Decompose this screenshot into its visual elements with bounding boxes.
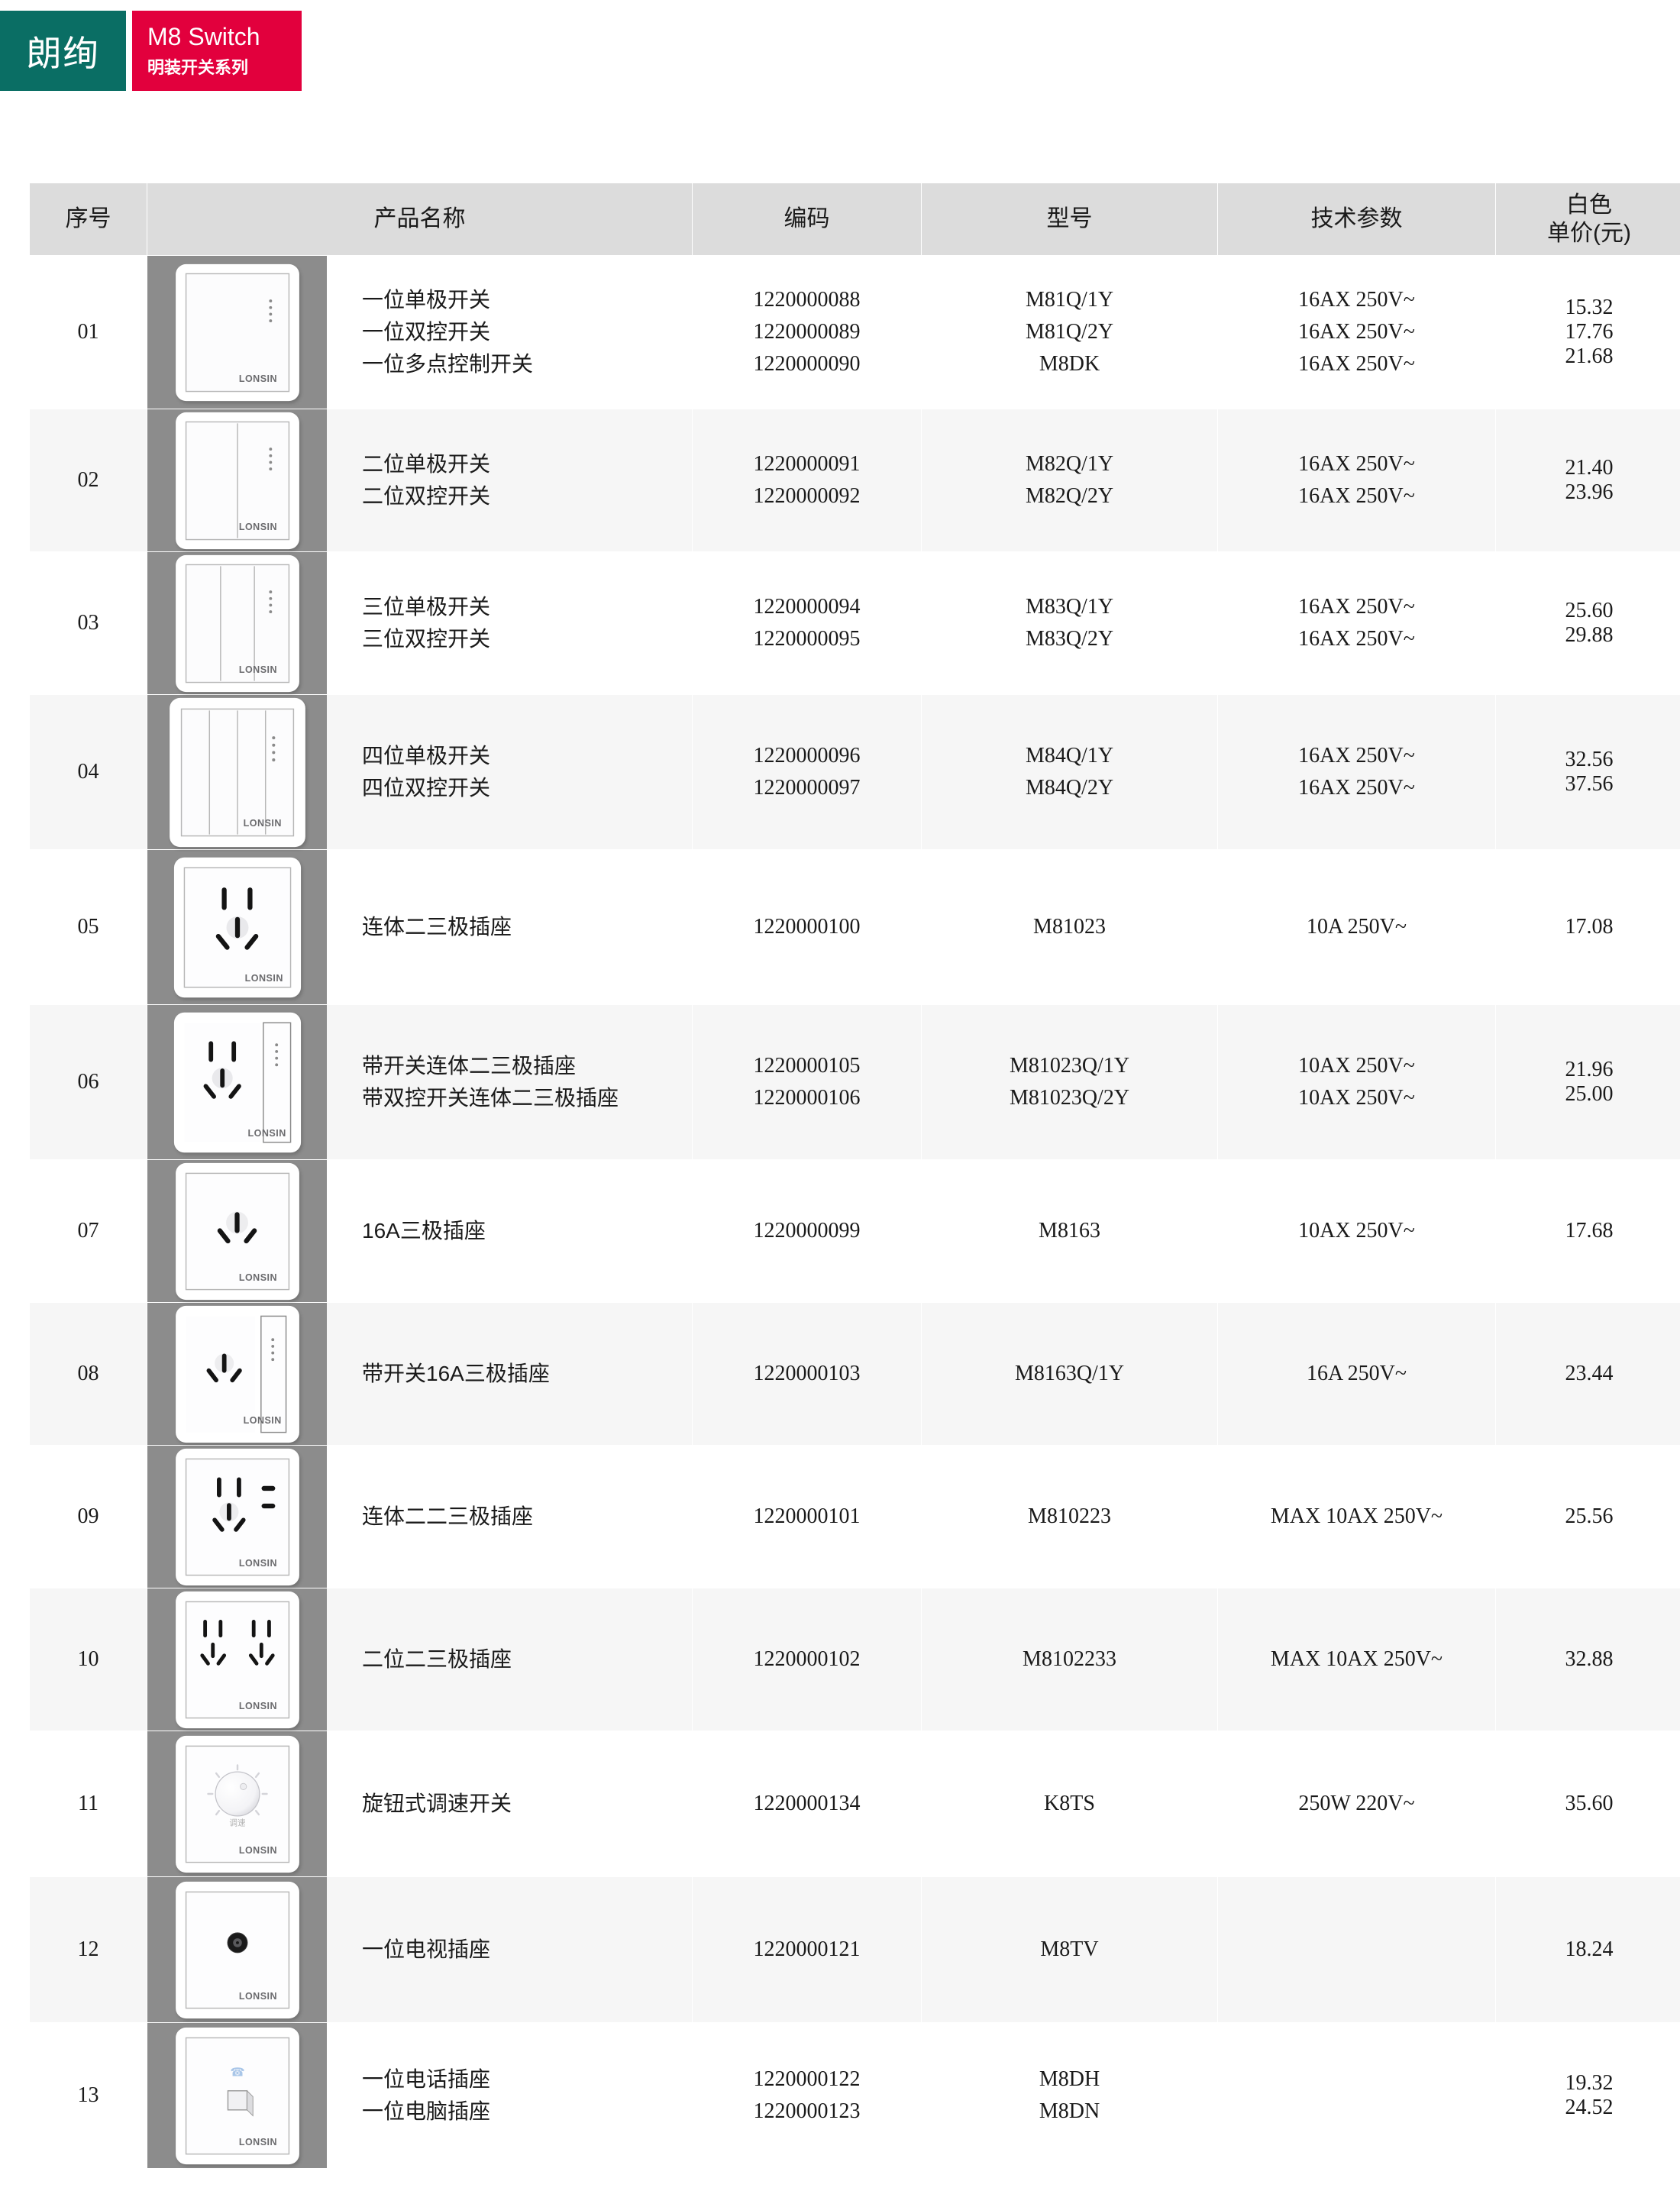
svg-text:LONSIN: LONSIN bbox=[243, 818, 281, 829]
svg-text:LONSIN: LONSIN bbox=[238, 373, 276, 384]
svg-text:LONSIN: LONSIN bbox=[238, 1701, 276, 1711]
svg-text:LONSIN: LONSIN bbox=[238, 2137, 276, 2147]
svg-text:调速: 调速 bbox=[229, 1818, 246, 1828]
svg-text:LONSIN: LONSIN bbox=[244, 973, 283, 984]
svg-text:LONSIN: LONSIN bbox=[238, 1845, 276, 1856]
svg-text:☎: ☎ bbox=[230, 2066, 244, 2079]
svg-text:LONSIN: LONSIN bbox=[238, 1991, 276, 2002]
svg-text:LONSIN: LONSIN bbox=[247, 1128, 286, 1139]
svg-text:LONSIN: LONSIN bbox=[238, 522, 276, 532]
svg-text:LONSIN: LONSIN bbox=[243, 1415, 281, 1426]
svg-text:LONSIN: LONSIN bbox=[238, 1272, 276, 1283]
svg-text:LONSIN: LONSIN bbox=[238, 1558, 276, 1569]
svg-text:LONSIN: LONSIN bbox=[238, 664, 276, 675]
